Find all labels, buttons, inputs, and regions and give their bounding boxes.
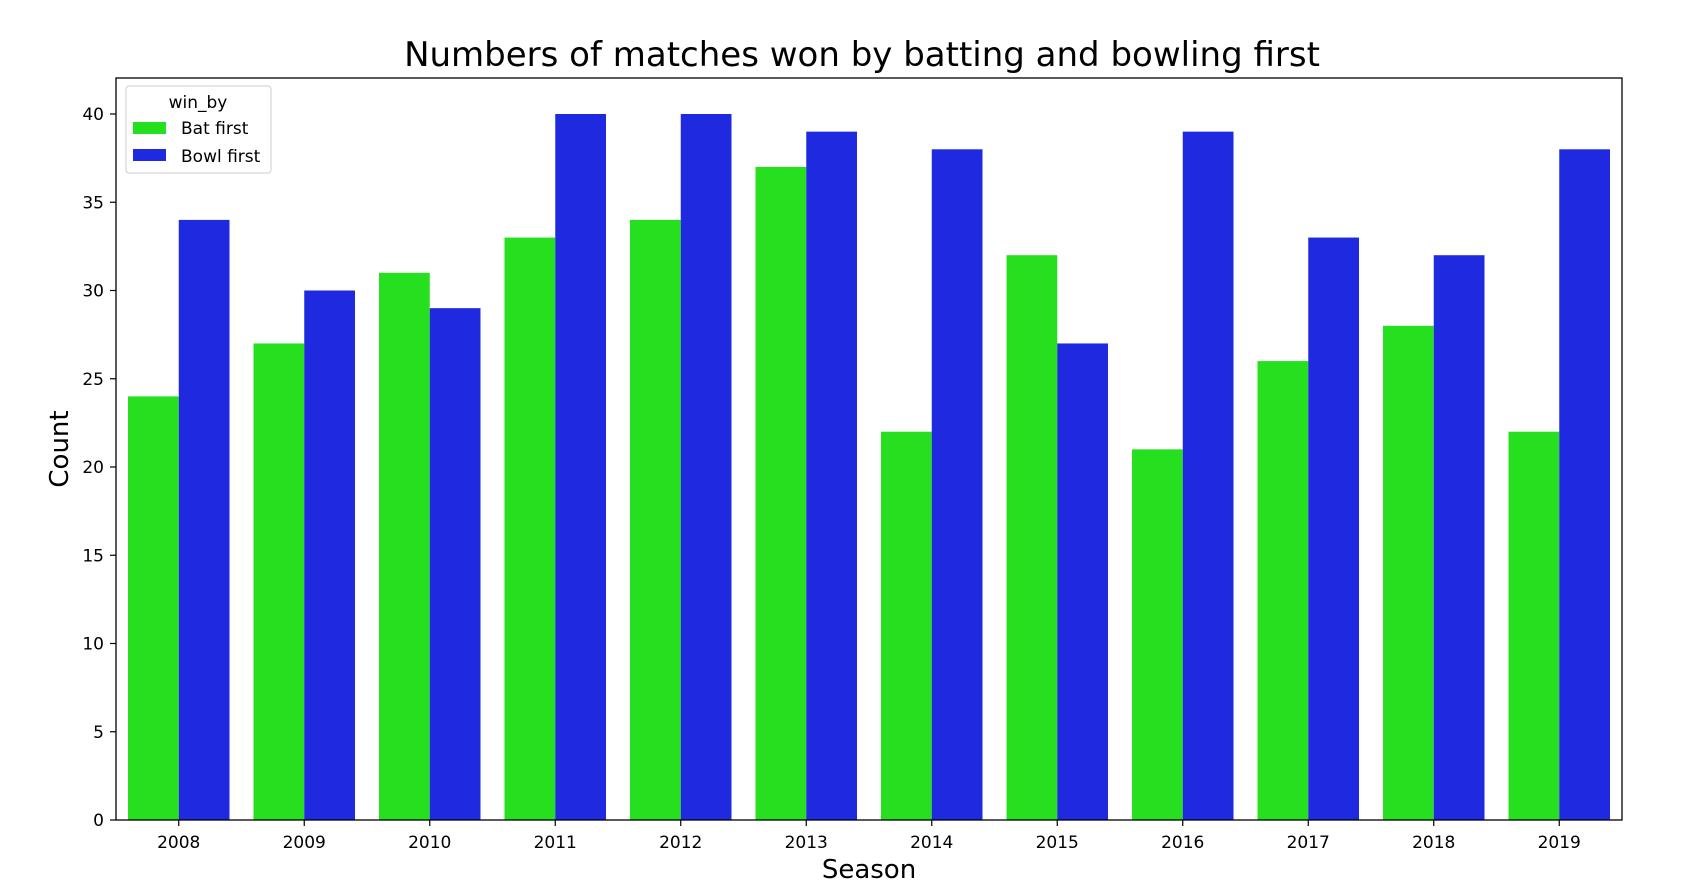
x-tick-label: 2014 [910,833,953,853]
y-tick-label: 15 [82,546,104,566]
x-tick-label: 2010 [408,833,451,853]
y-tick-label: 10 [82,635,104,655]
bar-bat-first-2013 [755,166,807,820]
y-tick-label: 30 [82,282,104,302]
bar-bat-first-2008 [128,396,179,820]
legend-label-bat-first: Bat first [181,119,249,139]
x-tick-label: 2009 [283,833,326,853]
bar-bowl-first-2019 [1559,149,1610,821]
x-tick-label: 2017 [1287,833,1330,853]
x-tick-label: 2012 [659,833,702,853]
x-tick-label: 2019 [1538,833,1581,853]
legend-label-bowl-first: Bowl first [181,147,261,167]
y-tick-label: 35 [82,193,104,213]
y-axis-ticks: 0 5 10 15 20 25 30 35 40 [82,105,116,831]
bar-bowl-first-2015 [1057,343,1108,820]
bar-bat-first-2010 [379,272,430,821]
legend-swatch-bat-first [133,122,166,134]
bar-bat-first-2015 [1006,255,1058,820]
bar-bat-first-2012 [630,219,681,820]
bars-layer [128,114,1610,821]
x-tick-label: 2016 [1161,833,1204,853]
bar-bat-first-2016 [1132,449,1183,820]
plot-area-frame [115,77,1623,821]
bar-bat-first-2009 [253,343,305,820]
x-tick-label: 2018 [1412,833,1455,853]
bar-bowl-first-2017 [1308,237,1359,821]
bar-bat-first-2011 [504,237,556,821]
x-tick-label: 2011 [534,833,577,853]
y-tick-label: 0 [93,811,104,831]
bar-bowl-first-2010 [429,308,481,820]
y-tick-label: 40 [82,105,104,125]
bar-bowl-first-2011 [555,114,606,820]
x-axis-title: Season [822,855,916,885]
y-tick-label: 20 [82,458,104,478]
legend-swatch-bowl-first [133,149,166,161]
bar-bat-first-2017 [1257,361,1309,820]
bar-bat-first-2014 [881,431,932,820]
bar-bowl-first-2013 [806,131,857,820]
x-tick-label: 2008 [157,833,200,853]
x-tick-label: 2013 [785,833,828,853]
bar-bowl-first-2014 [931,149,983,821]
bar-bowl-first-2009 [304,290,355,820]
legend-title: win_by [169,93,228,113]
y-axis-title: Count [45,410,75,487]
x-tick-label: 2015 [1036,833,1079,853]
legend: win_by Bat first Bowl first [125,85,272,174]
y-tick-label: 25 [82,370,104,390]
bar-bat-first-2019 [1508,431,1560,820]
x-axis-ticks: 2008 2009 2010 2011 2012 2013 2014 2015 2016 2017… [157,820,1581,853]
chart-title: Numbers of matches won by batting and bo… [404,35,1320,75]
bar-bowl-first-2008 [178,219,230,820]
bar-bowl-first-2012 [680,114,732,820]
y-tick-label: 5 [93,723,104,743]
bar-bowl-first-2018 [1433,255,1485,820]
bar-bat-first-2018 [1383,325,1434,820]
bar-bowl-first-2016 [1182,131,1234,820]
